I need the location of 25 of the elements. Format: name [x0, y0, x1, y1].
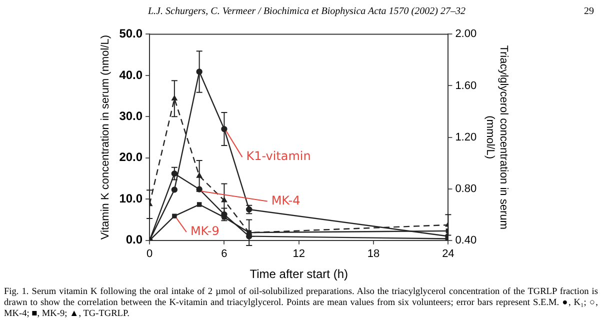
y-tick-label: 50.0	[119, 26, 143, 41]
y2-tick-label: 2.00	[455, 28, 477, 40]
y2-tick-label: 0.80	[455, 182, 477, 195]
y-tick-label: 10.0	[119, 191, 143, 206]
y2-tick-label: 0.40	[455, 234, 477, 246]
y-tick-label: 40.0	[119, 68, 143, 82]
x-tick-label: 18	[367, 248, 380, 260]
y-tick-label: 30.0	[119, 108, 143, 123]
x-tick-label: 12	[292, 248, 305, 260]
y-axis-title: Vitamin K concentration in serum (nmol/L)	[100, 34, 112, 240]
x-axis-title: Time after start (h)	[250, 267, 348, 282]
caption: Fig. 1. Serum vitamin K following the oral intake of 2 µmol of oil-solubilized preparations. Also the triacylglycerol concentration of the TGRLP fraction is drawn to show the correlation between the K-vitamin and triacylglycerol. Points are mean values from six volunteers; error bars represent S.E.M. ●, K₁; ○, MK-4; ■, MK-9; ▲, TG-TGRLP.	[4, 287, 598, 320]
annotation: MK-4	[271, 193, 300, 208]
annotation: K1-vitamin	[246, 149, 311, 164]
y-tick-label: 0.0	[126, 232, 143, 247]
x-tick-label: 0	[146, 248, 153, 260]
x-tick-label: 24	[442, 248, 454, 260]
y-tick-label: 20.0	[119, 150, 143, 164]
text: L.J. Schurgers, C. Vermeer / Biochimica et Biophysica Acta 1570 (2002) 27–32	[148, 6, 466, 17]
y2-axis-title: Triacylglycerol concentration in serum (mmol/L)	[484, 45, 510, 230]
y2-tick-label: 1.60	[455, 80, 477, 92]
text: 29	[584, 6, 594, 17]
y2-tick-label: 1.20	[455, 131, 477, 144]
x-tick-label: 6	[221, 248, 228, 260]
annotation: MK-9	[190, 224, 220, 238]
